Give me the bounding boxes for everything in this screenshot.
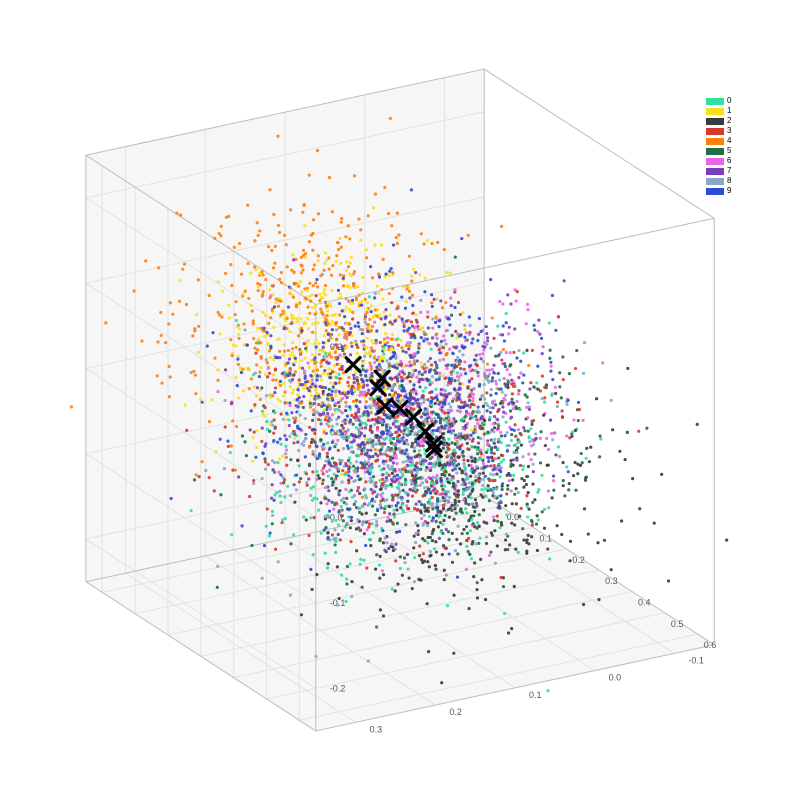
svg-text:0.3: 0.3: [370, 724, 383, 734]
legend-item: 0: [706, 96, 731, 106]
legend-item: 1: [706, 106, 731, 116]
svg-text:-0.2: -0.2: [330, 683, 346, 693]
svg-text:0.0: 0.0: [609, 673, 622, 683]
legend: 0123456789: [706, 96, 731, 196]
legend-item: 3: [706, 126, 731, 136]
legend-item: 7: [706, 166, 731, 176]
svg-text:0.4: 0.4: [638, 597, 651, 607]
legend-item: 5: [706, 146, 731, 156]
legend-item: 4: [706, 136, 731, 146]
plot-canvas: 0.00.10.20.30.40.50.6-0.10.00.10.20.3-0.…: [0, 0, 800, 800]
legend-item: 9: [706, 186, 731, 196]
svg-text:0.2: 0.2: [572, 555, 585, 565]
legend-item: 6: [706, 156, 731, 166]
legend-item: 8: [706, 176, 731, 186]
svg-text:0.2: 0.2: [449, 707, 462, 717]
svg-text:0.1: 0.1: [539, 534, 552, 544]
svg-text:0.1: 0.1: [529, 690, 542, 700]
scatter3d-chart: 0.00.10.20.30.40.50.6-0.10.00.10.20.3-0.…: [0, 0, 800, 800]
svg-text:-0.1: -0.1: [688, 655, 704, 665]
legend-item: 2: [706, 116, 731, 126]
svg-text:0.5: 0.5: [671, 619, 684, 629]
svg-text:0.0: 0.0: [507, 512, 520, 522]
svg-text:0.3: 0.3: [605, 576, 618, 586]
